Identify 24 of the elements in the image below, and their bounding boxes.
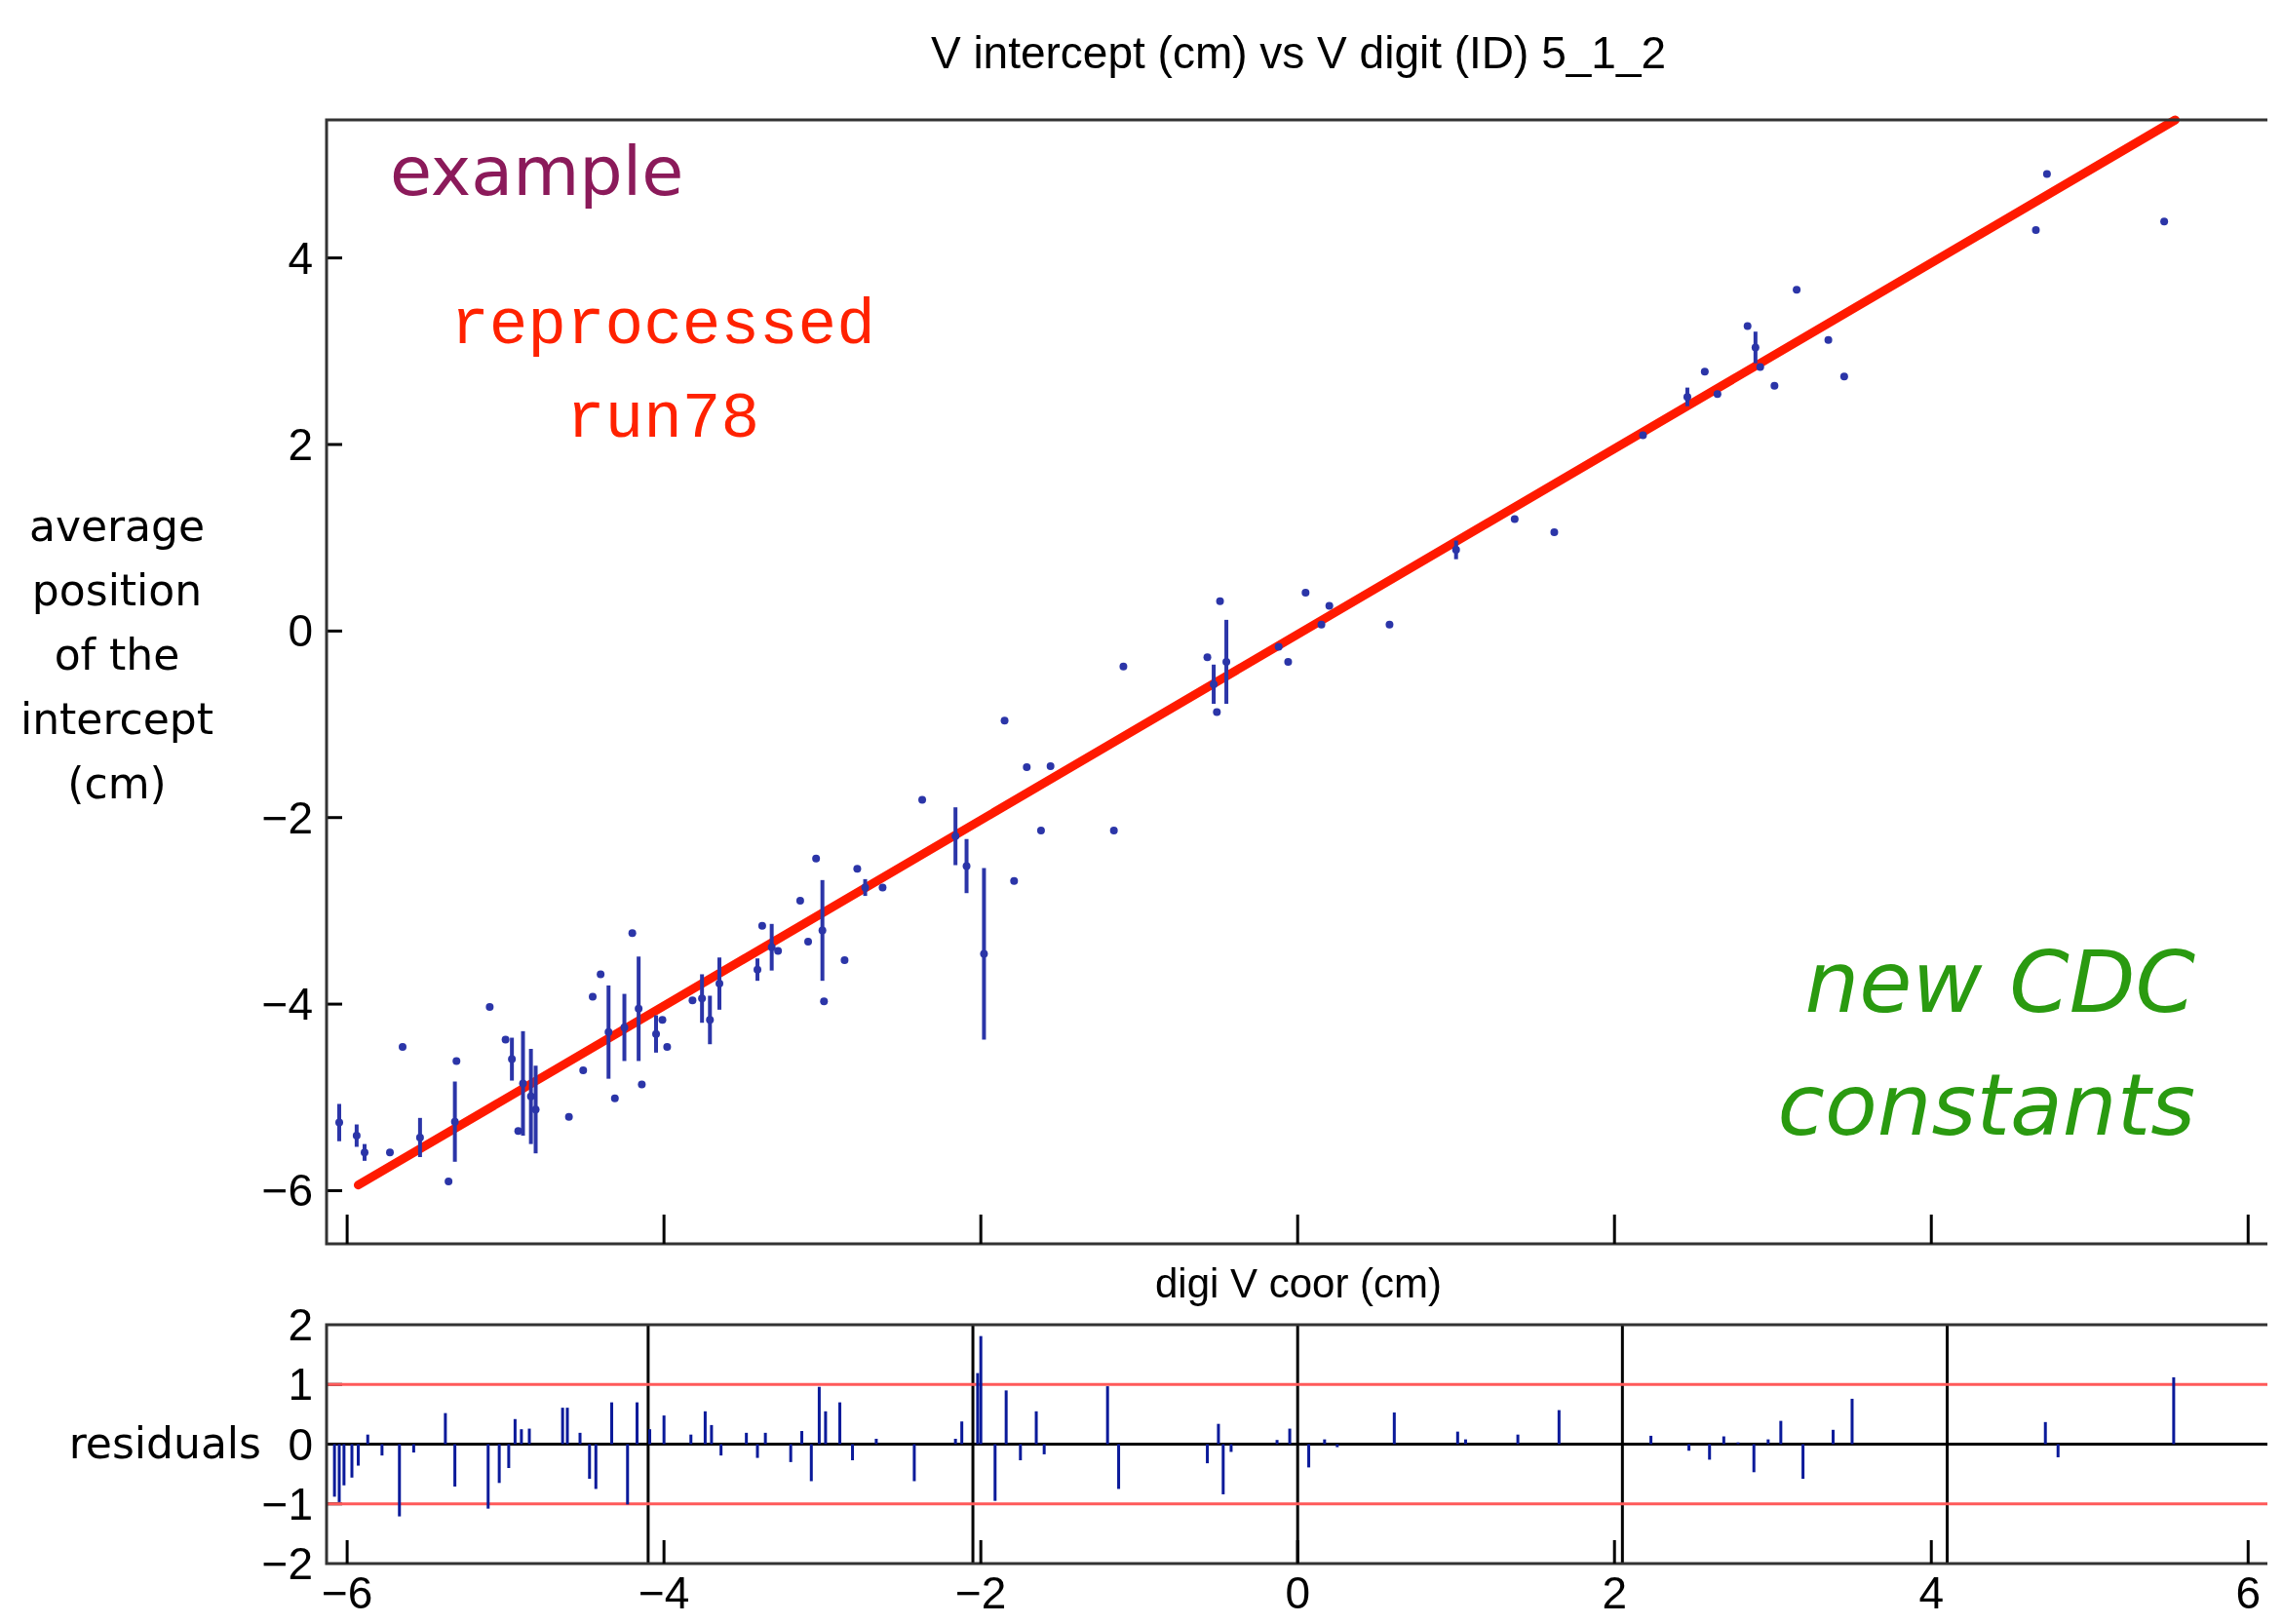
y-axis-title: average position of the intercept (cm) — [20, 501, 213, 808]
y-tick-label: −1 — [261, 1478, 313, 1529]
y-tick-label: 2 — [288, 418, 313, 470]
y-axis-title: residuals — [68, 1417, 261, 1468]
chart-title: V intercept (cm) vs V digit (ID) 5_1_2 — [930, 27, 1667, 78]
x-tick-label: 2 — [1602, 1567, 1627, 1618]
x-tick-label: 4 — [1918, 1567, 1945, 1618]
y-tick-label: −4 — [261, 979, 313, 1030]
x-tick-label: −2 — [954, 1567, 1007, 1618]
y-tick-label: −6 — [261, 1165, 313, 1217]
x-tick-label: −4 — [638, 1567, 690, 1618]
y-tick-label: 1 — [288, 1359, 313, 1411]
y-tick-label: 0 — [288, 1418, 313, 1470]
annotation: example — [390, 132, 684, 212]
y-tick-label: 0 — [288, 605, 313, 657]
y-tick-label: 4 — [288, 232, 313, 284]
x-axis-title: digi V coor (cm) — [1154, 1260, 1443, 1306]
annotation: new CDC constants — [1777, 932, 2196, 1155]
x-tick-label: 6 — [2235, 1567, 2262, 1618]
y-tick-label: −2 — [261, 792, 313, 843]
y-tick-label: 2 — [288, 1299, 313, 1350]
annotation: reprocessed run78 — [450, 290, 875, 456]
x-tick-label: 0 — [1285, 1567, 1310, 1618]
x-tick-label: −6 — [321, 1567, 373, 1618]
